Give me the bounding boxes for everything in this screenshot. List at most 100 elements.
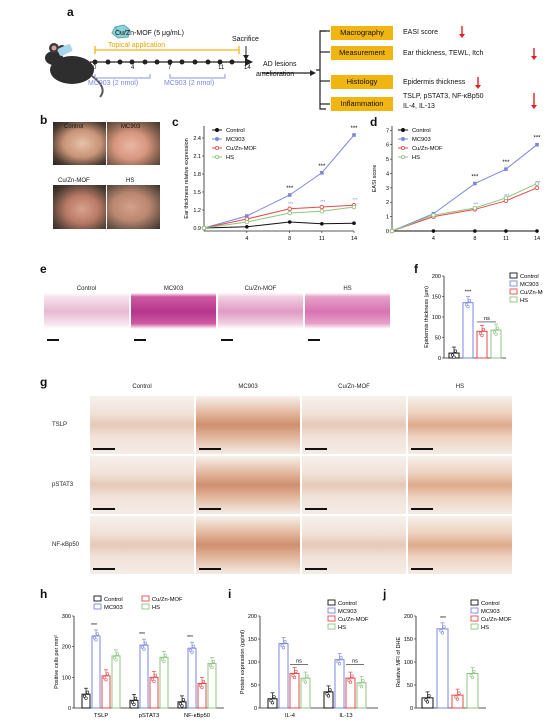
data-point [389,228,395,234]
histology-image-MC903 [131,278,216,345]
chart-positive-cells: 0 100 200 300 Positive cells per mm² TSLP *** p… [54,595,224,719]
data-point [455,697,460,701]
y-tick-label: 1.2 [193,208,201,214]
significance-annotation: *** [465,290,472,296]
y-tick-label: 0 [386,229,389,235]
x-tick-label: 8 [288,236,291,242]
data-point [480,333,484,337]
data-point [350,674,354,678]
legend-label-Cu/Zn-MOF: Cu/Zn-MOF [338,617,369,623]
significance-annotation: *** [187,635,193,641]
y-tick-label: 150 [248,637,257,643]
ihc-image [302,456,406,514]
ihc-column-label: HS [455,384,465,390]
bar-MC903 [462,302,474,359]
row-inflammation-text: TSLP, pSTAT3, NF-κBp50 [403,93,484,100]
data-point [473,181,477,186]
data-point [361,679,365,683]
legend-label-HS: HS [338,625,346,631]
data-point [319,204,325,210]
data-point [105,672,110,676]
data-point [270,701,275,705]
legend-label-Cu/Zn-MOF: Cu/Zn-MOF [226,146,257,152]
box-inflammation: Inflammation [331,97,393,111]
scale-bar [93,568,115,570]
histology-image-Cu/Zn-MOF [218,278,303,345]
data-point [191,644,196,648]
mc903-dose-2: MC903 (2 nmol) [164,80,215,87]
day-7: 7 [168,65,172,71]
y-tick-label: 100 [404,660,413,666]
significance-annotation: *** [502,160,510,166]
data-point [181,698,186,702]
panel-label-i: i [228,587,232,601]
data-point [245,225,249,229]
legend-swatch [509,296,518,303]
data-point [534,185,540,191]
x-tick-label: 11 [503,236,509,242]
y-tick-label: 1.8 [193,172,201,178]
legend-label-HS: HS [520,298,528,304]
bar-IL-13-MC903 [334,659,345,709]
data-point [281,645,286,650]
data-point [292,675,297,680]
histology-image-Control [44,278,129,345]
ihc-row-label: TSLP [52,422,68,428]
significance-annotation-treated: *** [535,180,541,185]
scale-bar [305,508,327,510]
data-point [328,688,332,692]
bar-NF-κBp50-HS [207,663,217,709]
panel-label-f: f [414,262,418,276]
legend-label-HS: HS [226,155,234,161]
photo-label-control: Control [64,124,84,130]
data-point [201,225,207,231]
ihc-image [90,456,194,514]
data-point [245,214,249,218]
data-point [504,167,508,171]
data-point [287,220,292,224]
y-axis-label: Relative MFI of DHE [396,637,402,687]
day-0: 0 [93,65,97,71]
x-tick-label: 14 [351,236,357,242]
y-tick-label: 100 [432,315,441,321]
legend-swatch [470,599,479,606]
scale-bar [93,448,115,450]
data-point [210,665,214,670]
ad-amelioration-label: amelioration [256,71,295,78]
significance-annotation-treated: *** [473,201,479,206]
ihc-image [196,516,300,574]
data-point [495,326,500,330]
significance-annotation: *** [350,126,358,132]
ihc-image [408,396,512,454]
x-tick-label: IL-4 [285,713,296,719]
photo-control [53,122,106,165]
sacrifice-label: Sacrifice [232,36,259,43]
mof-crystal-icon [111,24,131,39]
data-point [303,680,308,684]
legend-marker [215,145,220,150]
photo-label-hs: HS [126,178,135,184]
ihc-image [408,516,512,574]
scale-bar [199,568,221,570]
legend-label-Cu/Zn-MOF: Cu/Zn-MOF [520,290,543,296]
photo-hs [107,185,160,229]
legend-label-MC903: MC903 [226,137,245,143]
ihc-row-label: pSTAT3 [52,482,74,488]
ihc-column-label: Cu/Zn-MOF [338,384,370,390]
y-tick-label: 150 [432,295,441,301]
legend-marker [400,145,405,150]
ihc-image [302,396,406,454]
y-tick-label: 0 [68,706,71,712]
mc903-dose-1: MC903 (2 nmol) [88,80,139,87]
y-tick-label: 200 [248,614,257,620]
data-point [283,639,287,644]
data-point [287,206,292,212]
data-point [442,625,446,629]
data-point [142,647,146,651]
bar-Cu/Zn-MOF [476,330,488,359]
histology-image-HS [305,278,390,345]
data-point [427,694,431,698]
legend-swatch [509,280,518,287]
data-point [466,305,470,309]
bar-TSLP-HS [111,655,121,709]
